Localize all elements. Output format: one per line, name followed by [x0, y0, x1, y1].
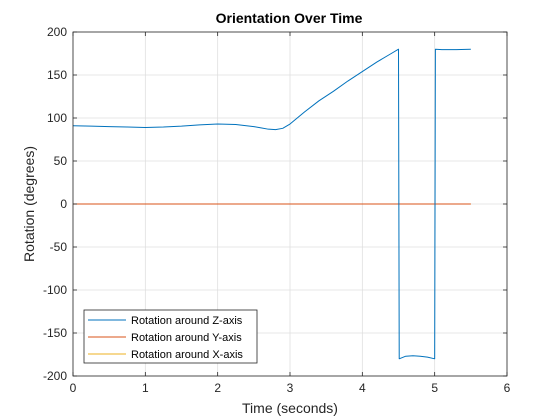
y-tick-label: -150	[43, 326, 67, 340]
legend-label-z: Rotation around Z-axis	[131, 315, 243, 327]
ticks: 0 1 2 3 4 5 6 -200 -150 -100 -50 0 50 100 150 200	[43, 25, 511, 395]
y-tick-label: -100	[43, 283, 67, 297]
y-tick-label: 150	[47, 68, 67, 82]
x-tick-label: 6	[504, 381, 511, 395]
chart-title: Orientation Over Time	[216, 10, 363, 26]
y-tick-label: 100	[47, 111, 67, 125]
x-tick-label: 0	[70, 381, 77, 395]
y-tick-label: 50	[54, 154, 68, 168]
x-tick-label: 5	[431, 381, 438, 395]
legend: Rotation around Z-axis Rotation around Y…	[83, 309, 258, 364]
x-tick-label: 3	[287, 381, 294, 395]
x-tick-label: 2	[214, 381, 221, 395]
y-tick-label: -200	[43, 369, 67, 383]
series-line-z-axis	[72, 48, 471, 360]
y-tick-label: -50	[50, 240, 68, 254]
legend-label-y: Rotation around Y-axis	[131, 332, 242, 344]
y-tick-label: 0	[60, 197, 67, 211]
series-layer	[72, 48, 471, 360]
y-tick-label: 200	[47, 25, 67, 39]
legend-label-x: Rotation around X-axis	[131, 349, 243, 361]
y-axis-title: Rotation (degrees)	[21, 146, 37, 262]
x-axis-title: Time (seconds)	[242, 400, 338, 416]
x-tick-label: 1	[142, 381, 149, 395]
x-tick-label: 4	[359, 381, 366, 395]
